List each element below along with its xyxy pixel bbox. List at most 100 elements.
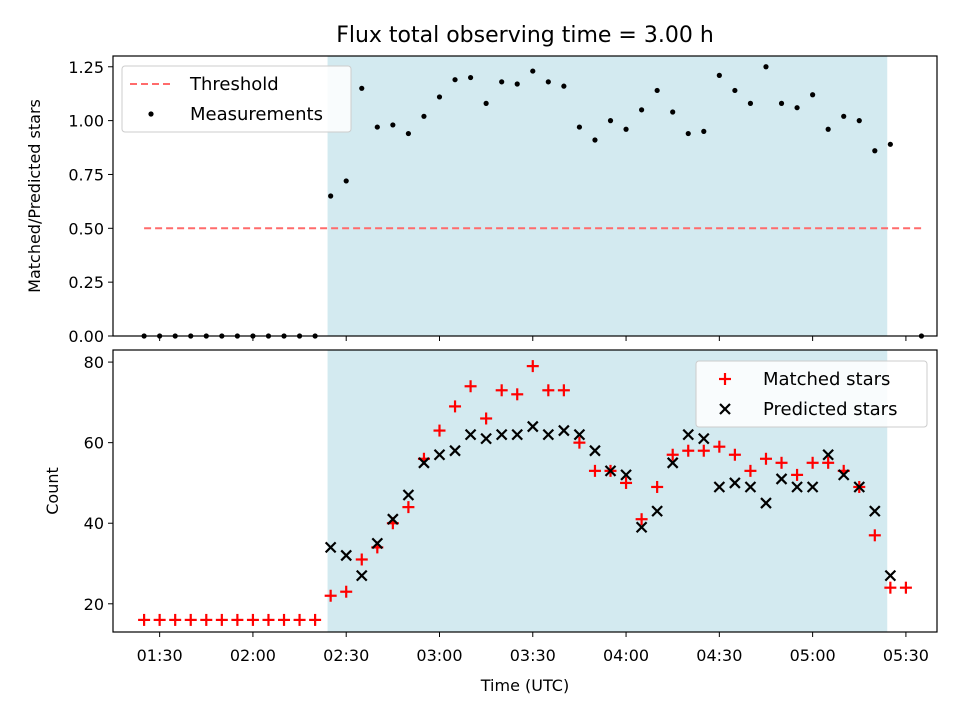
bottom-x-tick-label: 01:30 (137, 646, 183, 665)
matched-star-point (293, 613, 306, 626)
predicted-star-point (589, 444, 601, 457)
matched-star-point (184, 613, 197, 626)
matched-star-point (651, 480, 664, 493)
measurement-point (763, 64, 769, 70)
measurement-point (576, 124, 583, 130)
matched-star-point (511, 388, 524, 401)
matched-star-point (215, 613, 228, 626)
legend-measurements-label: Measurements (190, 104, 323, 125)
matched-star-point (433, 424, 446, 437)
predicted-star-point (806, 481, 819, 493)
predicted-star-point (666, 457, 679, 469)
matched-star-point (899, 581, 912, 594)
top-plot-area: 0.00 0.25 0.50 0.75 1.00 1.25 (68, 55, 938, 346)
measurement-point (452, 77, 458, 83)
matched-star-point (573, 436, 586, 449)
bottom-y-tick-label: 60 (84, 434, 104, 453)
predicted-star-point (355, 569, 368, 582)
measurement-point (421, 113, 427, 119)
predicted-star-point (837, 469, 850, 481)
matched-star-point (666, 448, 679, 461)
matched-star-point (791, 468, 804, 481)
predicted-star-point (604, 465, 617, 477)
predicted-star-point (418, 457, 430, 469)
top-legend: Threshold Measurements (121, 65, 352, 133)
measurement-point (514, 81, 520, 87)
matched-star-point (246, 613, 259, 626)
predicted-star-point (853, 481, 866, 493)
measurement-point (794, 105, 800, 111)
matched-star-point (200, 613, 213, 626)
bottom-x-tick-label: 05:30 (883, 646, 929, 665)
measurement-point (592, 137, 598, 143)
bottom-y-tick-label: 20 (84, 595, 104, 614)
measurement-point (607, 118, 614, 124)
matched-star-point (278, 613, 291, 626)
matched-star-point (495, 384, 508, 397)
predicted-star-point (884, 569, 897, 582)
matched-star-point (635, 513, 648, 526)
top-x-ticks (159, 336, 907, 341)
top-y-tick-label: 0.25 (68, 273, 104, 292)
measurement-point (467, 74, 474, 81)
measurement-point (732, 87, 738, 94)
bottom-legend-box (695, 360, 928, 428)
matched-star-point (526, 360, 539, 373)
measurement-point (701, 128, 707, 134)
bottom-y-tick-label: 40 (84, 514, 104, 533)
legend-threshold-label: Threshold (189, 74, 279, 95)
bottom-axes-frame (112, 349, 938, 633)
matched-star-point (822, 456, 835, 469)
predicted-star-point (775, 473, 788, 485)
matched-star-point (340, 585, 353, 598)
matched-star-point (138, 613, 151, 626)
predicted-star-point (449, 444, 461, 457)
predicted-star-point (526, 420, 539, 433)
predicted-star-point (371, 537, 384, 550)
matched-star-point (231, 613, 244, 626)
matched-star-point (153, 613, 166, 626)
matched-star-point (402, 501, 415, 514)
top-y-tick-label: 0.50 (68, 219, 104, 238)
bottom-legend: Matched stars Predicted stars (695, 360, 928, 428)
measurement-point (841, 113, 847, 119)
predicted-star-point (822, 448, 834, 461)
matched-star-point (806, 456, 819, 469)
measurement-point (390, 122, 396, 128)
predicted-star-point (324, 541, 337, 554)
bottom-x-tick-label: 04:00 (603, 646, 649, 665)
legend-predicted-swatch (719, 403, 731, 415)
predicted-star-point (511, 428, 524, 441)
measurement-point (887, 141, 893, 147)
matched-star-point (324, 589, 337, 602)
matched-star-point (728, 448, 741, 461)
matched-stars-points (138, 360, 912, 626)
predicted-star-point (340, 549, 352, 562)
matched-star-point (542, 384, 555, 397)
measurement-point (328, 193, 334, 199)
measurement-point (623, 126, 629, 132)
predicted-star-point (635, 521, 648, 534)
matched-star-point (557, 384, 570, 397)
legend-matched-swatch (719, 373, 731, 385)
matched-star-point (759, 452, 772, 465)
measurement-point (561, 83, 567, 89)
measurement-point (778, 100, 785, 106)
matched-star-point (588, 464, 601, 477)
matched-star-point (744, 464, 757, 477)
top-y-tick-label: 1.25 (68, 58, 104, 77)
matched-star-point (713, 440, 726, 453)
predicted-star-point (713, 481, 726, 493)
matched-star-point (169, 613, 182, 626)
predicted-star-point (651, 505, 663, 517)
predicted-star-point (573, 428, 586, 441)
measurement-point (654, 87, 660, 94)
matched-star-point (775, 456, 788, 469)
bottom-x-tick-label: 02:30 (323, 646, 369, 665)
measurement-point (359, 85, 365, 91)
top-y-tick-label: 1.00 (68, 112, 104, 131)
measurement-point (405, 130, 411, 137)
predicted-star-point (682, 428, 695, 441)
matched-star-point (697, 444, 710, 457)
bottom-x-tick-label: 04:30 (696, 646, 742, 665)
